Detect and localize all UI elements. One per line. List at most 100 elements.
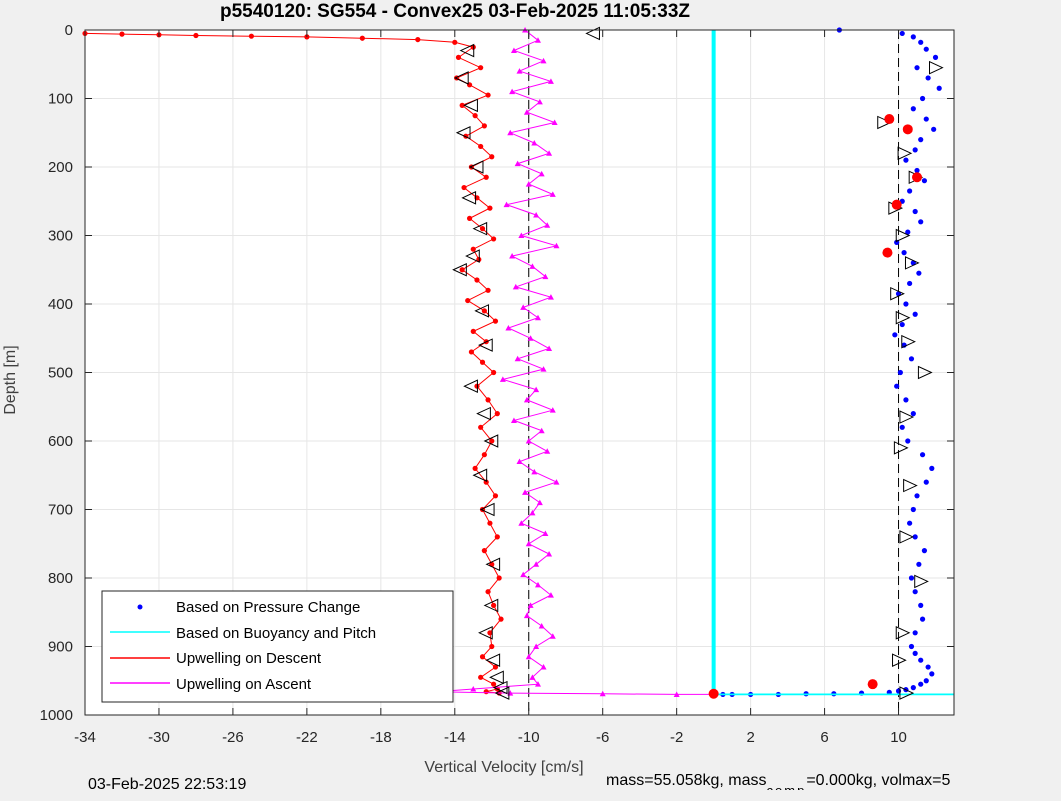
red-marker bbox=[708, 688, 719, 699]
upwelling-on-ascent-point bbox=[534, 581, 541, 588]
ascent-triangle-marker bbox=[914, 574, 929, 589]
ascent-triangle-marker bbox=[929, 60, 944, 75]
footer-mass: mass=55.058kg, mass bbox=[606, 772, 767, 789]
upwelling-on-descent-point bbox=[483, 174, 489, 180]
upwelling-on-descent-point bbox=[479, 359, 486, 365]
upwelling-on-descent-point bbox=[479, 226, 486, 232]
descent-triangle-marker bbox=[479, 502, 495, 517]
based-on-pressure-change-point bbox=[894, 383, 900, 389]
descent-triangle-marker bbox=[485, 557, 501, 572]
based-on-pressure-change-point bbox=[925, 664, 931, 670]
based-on-pressure-change-point bbox=[903, 157, 909, 163]
x-tick-label: -10 bbox=[518, 729, 540, 746]
upwelling-on-ascent-point bbox=[538, 622, 545, 629]
upwelling-on-ascent-point bbox=[512, 283, 519, 290]
upwelling-on-ascent-point bbox=[527, 335, 534, 341]
upwelling-on-ascent-point bbox=[534, 314, 541, 321]
descent-triangle-marker bbox=[463, 98, 478, 113]
descent-triangle-marker bbox=[494, 686, 510, 700]
upwelling-on-descent-point bbox=[359, 35, 365, 41]
based-on-pressure-change-point bbox=[910, 106, 916, 112]
upwelling-on-ascent-point bbox=[538, 427, 545, 434]
based-on-pressure-change-point bbox=[921, 548, 928, 554]
based-on-pressure-change-point bbox=[914, 167, 920, 174]
based-on-pressure-change-point bbox=[929, 465, 935, 471]
upwelling-on-ascent-point bbox=[529, 509, 536, 516]
upwelling-on-descent-point bbox=[492, 318, 499, 324]
upwelling-on-descent-point bbox=[483, 689, 489, 695]
upwelling-on-ascent-point bbox=[546, 150, 553, 156]
red-marker bbox=[867, 679, 878, 690]
x-tick-label: -2 bbox=[670, 729, 683, 746]
legend-swatch-pressure bbox=[137, 604, 143, 610]
y-axis-label: Depth [m] bbox=[2, 345, 19, 414]
based-on-pressure-change-point bbox=[907, 520, 913, 526]
red-marker bbox=[884, 114, 895, 125]
legend-label-ascent: Upwelling on Ascent bbox=[176, 676, 312, 693]
upwelling-on-ascent-point bbox=[523, 396, 530, 403]
upwelling-on-ascent-point bbox=[525, 540, 532, 547]
based-on-pressure-change-point bbox=[905, 229, 911, 235]
y-tick-label: 100 bbox=[48, 91, 73, 108]
based-on-pressure-change-point bbox=[910, 34, 916, 40]
descent-triangle-marker bbox=[483, 598, 499, 613]
x-tick-label: 10 bbox=[890, 729, 907, 746]
upwelling-on-ascent-point bbox=[540, 664, 547, 670]
upwelling-on-descent-point bbox=[487, 520, 493, 526]
based-on-pressure-change-point bbox=[908, 575, 915, 581]
based-on-pressure-change-point bbox=[912, 630, 918, 636]
upwelling-on-ascent-point bbox=[553, 479, 560, 485]
upwelling-on-ascent-point bbox=[534, 681, 541, 687]
x-tick-label: -22 bbox=[296, 729, 318, 746]
based-on-pressure-change-point bbox=[914, 65, 920, 71]
upwelling-on-descent-point bbox=[491, 681, 497, 687]
descent-triangle-marker bbox=[474, 304, 490, 318]
upwelling-on-descent-point bbox=[489, 154, 495, 160]
upwelling-on-descent-point bbox=[491, 236, 497, 242]
y-tick-label: 600 bbox=[48, 433, 73, 450]
descent-triangle-marker bbox=[468, 160, 484, 174]
based-on-pressure-change-point bbox=[912, 311, 918, 317]
descent-triangle-marker bbox=[463, 379, 478, 393]
upwelling-on-ascent-point bbox=[520, 304, 527, 310]
upwelling-on-ascent-point bbox=[525, 438, 532, 444]
marker-layer bbox=[452, 26, 944, 700]
descent-triangle-marker bbox=[476, 406, 491, 421]
descent-triangle-marker bbox=[465, 249, 480, 263]
upwelling-on-descent-point bbox=[465, 297, 471, 304]
footer-mass-comp: =0.000kg, volmax=5 bbox=[806, 772, 951, 789]
based-on-pressure-change-point bbox=[908, 356, 915, 362]
upwelling-on-descent-point bbox=[489, 643, 495, 650]
x-tick-label: -6 bbox=[596, 729, 609, 746]
ascent-triangle-marker bbox=[904, 256, 920, 270]
upwelling-on-descent-point bbox=[119, 31, 125, 37]
upwelling-on-descent-point bbox=[472, 465, 478, 471]
descent-triangle-marker bbox=[478, 626, 493, 640]
y-axis-ticks: 0 100 200 300 400 500 600 700 800 900 1000 bbox=[40, 22, 954, 724]
based-on-pressure-change-point bbox=[929, 671, 935, 677]
based-on-pressure-change-point bbox=[912, 650, 918, 656]
red-marker bbox=[891, 199, 902, 210]
y-tick-label: 700 bbox=[48, 502, 73, 519]
upwelling-on-ascent-point bbox=[514, 355, 521, 362]
ascent-triangle-marker bbox=[892, 653, 907, 667]
based-on-pressure-change-point bbox=[918, 219, 924, 225]
upwelling-on-ascent-point bbox=[505, 324, 512, 331]
upwelling-on-ascent-point bbox=[525, 181, 532, 187]
upwelling-on-ascent-point bbox=[546, 345, 553, 352]
ascent-triangle-marker bbox=[893, 441, 909, 455]
upwelling-on-ascent-point bbox=[542, 273, 549, 280]
descent-triangle-marker bbox=[472, 221, 488, 236]
ascent-triangle-marker bbox=[895, 228, 911, 243]
upwelling-on-descent-point bbox=[485, 92, 491, 98]
upwelling-on-ascent-point bbox=[509, 88, 516, 95]
grid bbox=[84, 29, 954, 716]
upwelling-on-descent-point bbox=[494, 534, 500, 540]
descent-triangle-marker bbox=[459, 43, 475, 58]
based-on-pressure-change-point bbox=[936, 85, 942, 91]
upwelling-on-descent-point bbox=[485, 397, 491, 403]
upwelling-on-ascent-point bbox=[533, 561, 540, 567]
legend-label-pressure: Based on Pressure Change bbox=[176, 599, 360, 616]
y-tick-label: 500 bbox=[48, 365, 73, 382]
